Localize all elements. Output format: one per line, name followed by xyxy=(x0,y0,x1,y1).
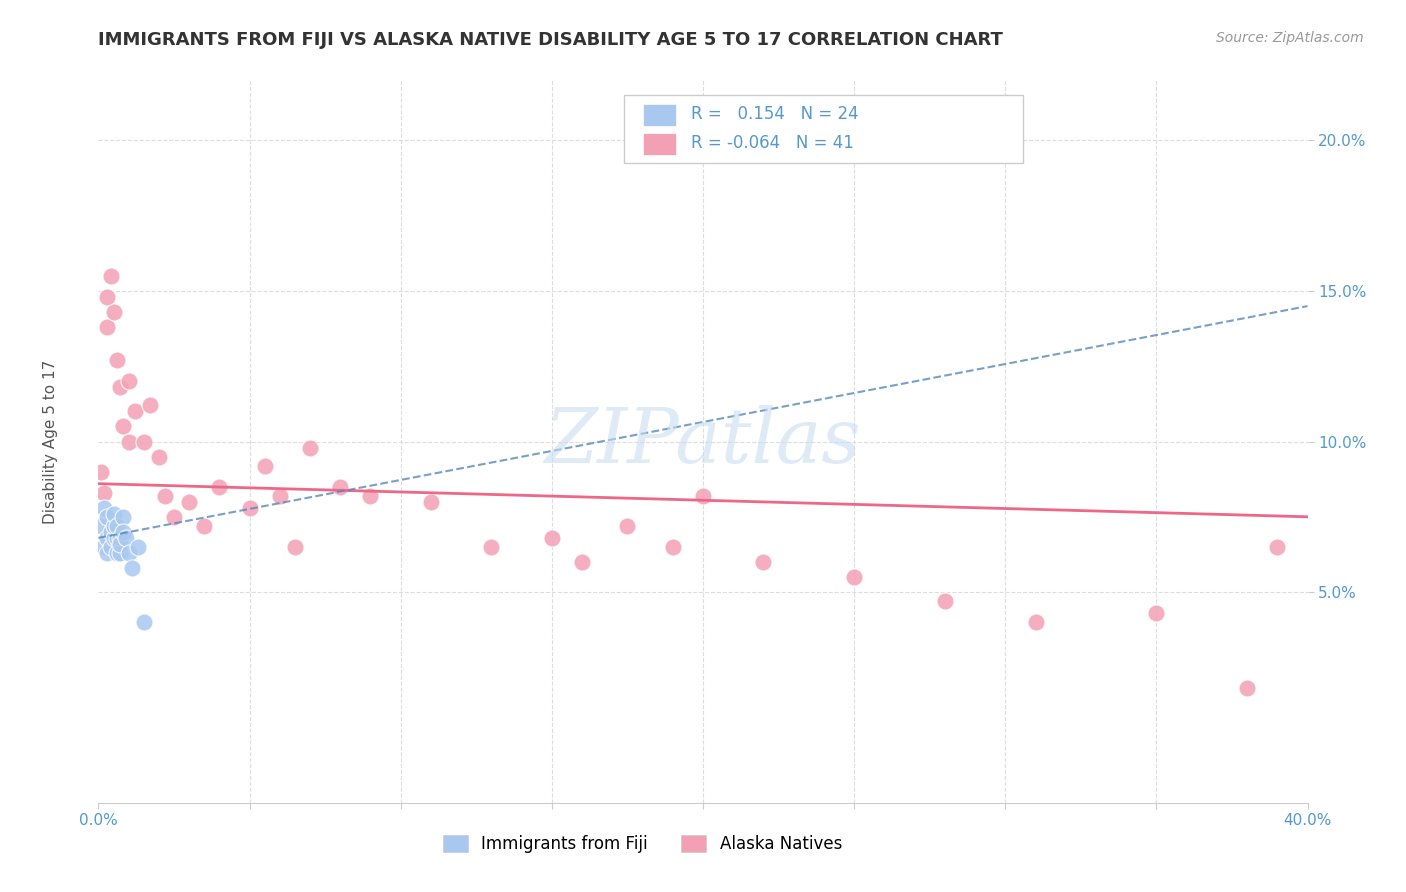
Point xyxy=(148,450,170,464)
Point xyxy=(934,594,956,608)
Point xyxy=(90,465,112,479)
Point xyxy=(661,540,683,554)
Point xyxy=(420,494,443,508)
Point xyxy=(132,615,155,630)
Text: Source: ZipAtlas.com: Source: ZipAtlas.com xyxy=(1216,31,1364,45)
Text: R = -0.064   N = 41: R = -0.064 N = 41 xyxy=(690,134,853,153)
Point xyxy=(481,540,503,554)
Point xyxy=(1267,540,1289,554)
Point xyxy=(111,509,134,524)
Point xyxy=(111,524,134,539)
Point xyxy=(139,398,162,412)
Point xyxy=(1024,615,1046,630)
Point xyxy=(118,546,141,560)
Point xyxy=(844,570,866,584)
Point xyxy=(127,540,149,554)
Point xyxy=(269,489,291,503)
Point xyxy=(103,518,125,533)
Point xyxy=(692,489,714,503)
Point xyxy=(103,531,125,545)
Point xyxy=(114,531,136,545)
Point xyxy=(360,489,382,503)
Point xyxy=(93,500,115,515)
Point xyxy=(193,518,215,533)
Point xyxy=(96,320,118,334)
Point xyxy=(118,374,141,388)
Point xyxy=(100,540,122,554)
Text: Disability Age 5 to 17: Disability Age 5 to 17 xyxy=(42,359,58,524)
Bar xyxy=(643,104,676,126)
Point xyxy=(90,518,112,533)
Point xyxy=(96,290,118,304)
Point xyxy=(179,494,201,508)
Text: ZIPatlas: ZIPatlas xyxy=(544,405,862,478)
Point xyxy=(329,480,352,494)
Point xyxy=(153,489,176,503)
Point xyxy=(108,546,131,560)
Point xyxy=(105,546,128,560)
Point xyxy=(1236,681,1258,696)
Point xyxy=(121,561,143,575)
Point xyxy=(124,404,146,418)
Point xyxy=(752,555,775,569)
Legend: Immigrants from Fiji, Alaska Natives: Immigrants from Fiji, Alaska Natives xyxy=(436,828,849,860)
Point xyxy=(93,485,115,500)
Point xyxy=(540,531,562,545)
Point xyxy=(105,353,128,368)
Point xyxy=(100,524,122,539)
Point xyxy=(96,531,118,545)
Point xyxy=(284,540,307,554)
Point xyxy=(299,441,322,455)
Point xyxy=(118,434,141,449)
Text: IMMIGRANTS FROM FIJI VS ALASKA NATIVE DISABILITY AGE 5 TO 17 CORRELATION CHART: IMMIGRANTS FROM FIJI VS ALASKA NATIVE DI… xyxy=(98,31,1004,49)
Point xyxy=(253,458,276,473)
Text: R =   0.154   N = 24: R = 0.154 N = 24 xyxy=(690,105,859,123)
Point xyxy=(616,518,638,533)
Point xyxy=(239,500,262,515)
Point xyxy=(111,419,134,434)
Point xyxy=(571,555,593,569)
Point xyxy=(96,546,118,560)
Point xyxy=(1144,606,1167,620)
Point xyxy=(93,540,115,554)
Point xyxy=(108,531,131,545)
Point xyxy=(108,380,131,394)
Point xyxy=(100,268,122,283)
Point xyxy=(108,537,131,551)
Point xyxy=(103,507,125,521)
Point xyxy=(105,531,128,545)
Point xyxy=(132,434,155,449)
Point xyxy=(208,480,231,494)
Bar xyxy=(624,95,1024,163)
Point xyxy=(105,518,128,533)
Point xyxy=(96,509,118,524)
Point xyxy=(163,509,186,524)
Bar xyxy=(643,133,676,154)
Point xyxy=(103,305,125,319)
